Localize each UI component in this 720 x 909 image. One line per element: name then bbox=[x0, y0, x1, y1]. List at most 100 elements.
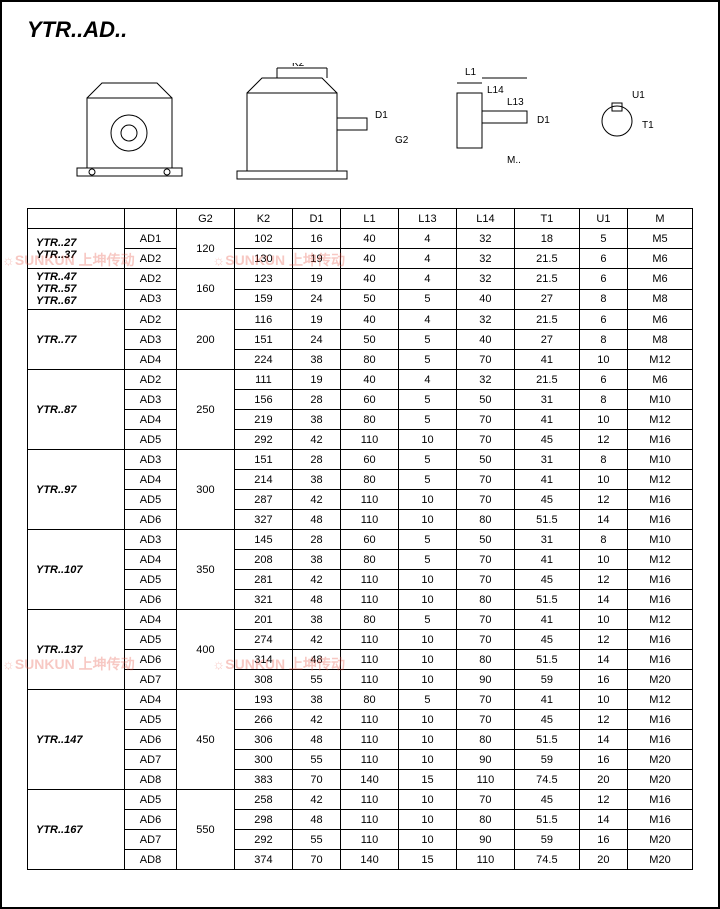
model-cell: YTR..167 bbox=[28, 790, 125, 870]
data-cell: 5 bbox=[399, 690, 457, 710]
table-row: YTR..147AD445019338805704110M12 bbox=[28, 690, 693, 710]
data-cell: 6 bbox=[579, 370, 627, 390]
data-cell: 40 bbox=[341, 310, 399, 330]
col-header bbox=[28, 209, 125, 229]
data-cell: M16 bbox=[628, 630, 693, 650]
data-cell: 60 bbox=[341, 450, 399, 470]
data-cell: 50 bbox=[341, 330, 399, 350]
data-cell: 41 bbox=[514, 470, 579, 490]
data-cell: M16 bbox=[628, 590, 693, 610]
col-header: U1 bbox=[579, 209, 627, 229]
data-cell: 16 bbox=[579, 750, 627, 770]
data-cell: 16 bbox=[579, 670, 627, 690]
g2-cell: 300 bbox=[177, 450, 235, 530]
data-cell: 55 bbox=[292, 830, 340, 850]
ad-cell: AD5 bbox=[125, 430, 177, 450]
ad-cell: AD5 bbox=[125, 490, 177, 510]
data-cell: 38 bbox=[292, 690, 340, 710]
data-cell: 21.5 bbox=[514, 310, 579, 330]
model-cell: YTR..27YTR..37 bbox=[28, 229, 125, 269]
data-cell: 70 bbox=[456, 690, 514, 710]
data-cell: M16 bbox=[628, 730, 693, 750]
data-cell: 14 bbox=[579, 810, 627, 830]
data-cell: 4 bbox=[399, 310, 457, 330]
data-cell: 314 bbox=[234, 650, 292, 670]
ad-cell: AD6 bbox=[125, 510, 177, 530]
data-cell: 80 bbox=[341, 690, 399, 710]
table-row: AD31512450540278M8 bbox=[28, 330, 693, 350]
data-cell: 4 bbox=[399, 229, 457, 249]
data-cell: M20 bbox=[628, 750, 693, 770]
data-cell: 298 bbox=[234, 810, 292, 830]
ad-cell: AD3 bbox=[125, 530, 177, 550]
data-cell: 274 bbox=[234, 630, 292, 650]
data-cell: 8 bbox=[579, 390, 627, 410]
data-cell: 4 bbox=[399, 249, 457, 269]
ad-cell: AD6 bbox=[125, 730, 177, 750]
data-cell: 151 bbox=[234, 450, 292, 470]
data-cell: 111 bbox=[234, 370, 292, 390]
data-cell: M16 bbox=[628, 790, 693, 810]
ad-cell: AD2 bbox=[125, 310, 177, 330]
data-cell: M8 bbox=[628, 289, 693, 310]
table-row: AD73005511010905916M20 bbox=[28, 750, 693, 770]
diagram-svg: K2 D1 G2 L1 L14 L13 D1 M.. U1 T1 bbox=[27, 63, 687, 203]
data-cell: 281 bbox=[234, 570, 292, 590]
ad-cell: AD5 bbox=[125, 570, 177, 590]
table-row: YTR..87AD2250111194043221.56M6 bbox=[28, 370, 693, 390]
data-cell: 8 bbox=[579, 330, 627, 350]
dimensions-table: G2K2D1L1L13L14T1U1M YTR..27YTR..37AD1120… bbox=[27, 208, 693, 870]
table-row: YTR..167AD55502584211010704512M16 bbox=[28, 790, 693, 810]
data-cell: 208 bbox=[234, 550, 292, 570]
data-cell: 8 bbox=[579, 450, 627, 470]
data-cell: 80 bbox=[456, 650, 514, 670]
data-cell: 110 bbox=[341, 630, 399, 650]
col-header: M bbox=[628, 209, 693, 229]
data-cell: 5 bbox=[399, 550, 457, 570]
data-cell: 50 bbox=[341, 289, 399, 310]
data-cell: 15 bbox=[399, 770, 457, 790]
table-header-row: G2K2D1L1L13L14T1U1M bbox=[28, 209, 693, 229]
data-cell: 12 bbox=[579, 630, 627, 650]
data-cell: 90 bbox=[456, 750, 514, 770]
data-cell: 383 bbox=[234, 770, 292, 790]
data-cell: 16 bbox=[579, 830, 627, 850]
data-cell: 12 bbox=[579, 790, 627, 810]
data-cell: 70 bbox=[456, 410, 514, 430]
data-cell: 51.5 bbox=[514, 510, 579, 530]
data-cell: M10 bbox=[628, 390, 693, 410]
label-d1: D1 bbox=[375, 110, 388, 121]
ad-cell: AD6 bbox=[125, 810, 177, 830]
table-row: AD631448110108051.514M16 bbox=[28, 650, 693, 670]
table-row: AD52814211010704512M16 bbox=[28, 570, 693, 590]
data-cell: 130 bbox=[234, 249, 292, 269]
data-cell: 24 bbox=[292, 289, 340, 310]
data-cell: 5 bbox=[399, 330, 457, 350]
data-cell: 59 bbox=[514, 670, 579, 690]
ad-cell: AD4 bbox=[125, 410, 177, 430]
data-cell: 90 bbox=[456, 830, 514, 850]
data-cell: 28 bbox=[292, 450, 340, 470]
data-cell: 70 bbox=[456, 490, 514, 510]
data-cell: 4 bbox=[399, 370, 457, 390]
ad-cell: AD7 bbox=[125, 750, 177, 770]
data-cell: M12 bbox=[628, 350, 693, 370]
data-cell: 21.5 bbox=[514, 269, 579, 290]
data-cell: 70 bbox=[292, 770, 340, 790]
table-row: AD8374701401511074.520M20 bbox=[28, 850, 693, 870]
data-cell: 10 bbox=[399, 430, 457, 450]
data-cell: 10 bbox=[399, 790, 457, 810]
model-cell: YTR..97 bbox=[28, 450, 125, 530]
data-cell: 10 bbox=[399, 710, 457, 730]
data-cell: 4 bbox=[399, 269, 457, 290]
g2-cell: 450 bbox=[177, 690, 235, 790]
col-header: K2 bbox=[234, 209, 292, 229]
data-cell: 5 bbox=[399, 470, 457, 490]
data-cell: 110 bbox=[341, 790, 399, 810]
data-cell: 70 bbox=[456, 630, 514, 650]
data-cell: 10 bbox=[399, 490, 457, 510]
data-cell: 32 bbox=[456, 269, 514, 290]
label-u1: U1 bbox=[632, 90, 645, 101]
ad-cell: AD2 bbox=[125, 269, 177, 290]
col-header: L13 bbox=[399, 209, 457, 229]
